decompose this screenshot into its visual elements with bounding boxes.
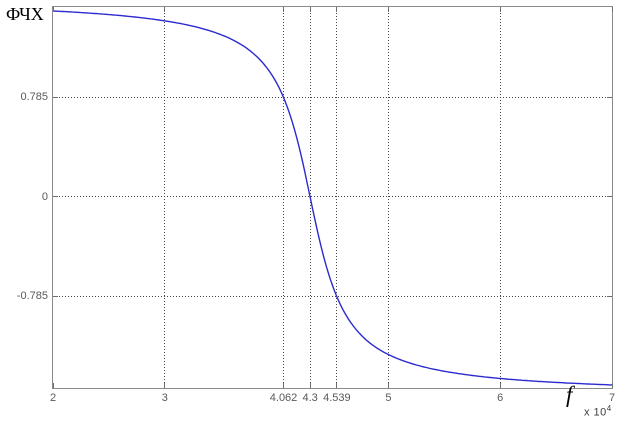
x-tick-mark <box>309 383 311 388</box>
x-tick-mark <box>611 7 613 12</box>
y-tick-mark <box>53 295 58 297</box>
phase-curve-line <box>53 10 612 386</box>
x-tick-mark <box>499 7 501 12</box>
y-tick-label: 0 <box>41 190 48 203</box>
x-tick-mark <box>336 383 338 388</box>
x-tick-label: 6 <box>497 392 504 404</box>
x-tick-label: 3 <box>161 392 168 404</box>
x-axis-multiplier-base: x 10 <box>584 406 607 419</box>
plot-area <box>52 6 613 389</box>
y-tick-mark <box>53 196 58 198</box>
horizontal-gridline <box>53 295 612 297</box>
vertical-gridline <box>164 7 166 388</box>
x-tick-label: 2 <box>49 392 57 404</box>
x-tick-mark <box>52 7 54 12</box>
x-tick-label: 4.539 <box>323 392 351 404</box>
vertical-gridline <box>387 7 389 388</box>
y-tick-label: -0.785 <box>16 290 48 303</box>
horizontal-gridline <box>53 96 612 98</box>
x-tick-label: 4.062 <box>269 392 298 404</box>
x-tick-mark <box>611 383 613 388</box>
x-tick-mark <box>164 383 166 388</box>
x-tick-mark <box>387 383 389 388</box>
horizontal-gridline <box>53 196 612 198</box>
x-tick-mark <box>52 383 54 388</box>
vertical-gridline <box>336 7 338 388</box>
y-tick-mark <box>607 295 612 297</box>
x-tick-mark <box>387 7 389 12</box>
y-tick-mark <box>607 96 612 98</box>
y-tick-mark <box>53 96 58 98</box>
x-tick-label: 4.3 <box>302 392 318 404</box>
x-tick-mark <box>499 383 501 388</box>
x-tick-mark <box>309 7 311 12</box>
x-tick-label: 7 <box>608 392 616 404</box>
y-tick-label: 0.785 <box>20 91 48 104</box>
phase-curve <box>53 10 612 386</box>
x-tick-mark <box>283 383 285 388</box>
x-tick-mark <box>283 7 285 12</box>
chart-title: ФЧХ <box>6 4 44 24</box>
vertical-gridline <box>283 7 285 388</box>
y-tick-mark <box>607 196 612 198</box>
x-axis-label: f <box>566 382 573 407</box>
x-axis-multiplier-exponent: 4 <box>606 404 612 413</box>
x-axis-multiplier: x 104 <box>584 404 612 419</box>
x-tick-label: 5 <box>385 392 392 404</box>
x-tick-mark <box>164 7 166 12</box>
vertical-gridline <box>499 7 501 388</box>
x-tick-mark <box>336 7 338 12</box>
